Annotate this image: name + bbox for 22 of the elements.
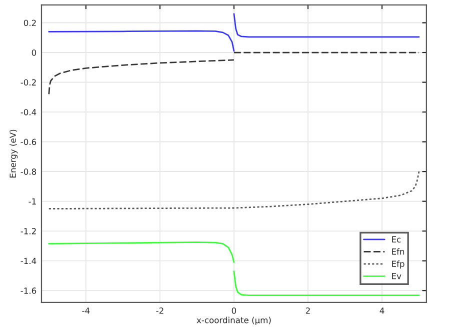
legend-label: Ec [392, 236, 401, 242]
legend-label: Ev [392, 273, 402, 280]
y-tick-label: -1 [28, 198, 36, 204]
legend-label: Efn [392, 248, 404, 255]
y-tick-label: 0.2 [24, 20, 36, 26]
x-tick-label: 4 [380, 308, 384, 314]
y-tick-label: -0.4 [20, 109, 36, 116]
y-tick-label: -1.2 [20, 228, 36, 234]
legend-label: Efp [392, 260, 404, 269]
y-tick-label: -0.6 [20, 138, 36, 146]
x-tick-label: 0 [232, 307, 236, 314]
line-series [48, 170, 420, 210]
x-axis-title: x-coordinate (µm) [196, 316, 271, 325]
x-tick-label: 2 [306, 307, 310, 314]
y-tick-label: -0.8 [20, 168, 36, 175]
y-tick-label: 0 [32, 49, 36, 56]
y-tick-label: -0.2 [20, 79, 36, 86]
x-tick-label: -2 [156, 307, 164, 314]
y-axis-title: Energy (eV) [10, 130, 18, 178]
y-tick-label: -1.4 [20, 258, 36, 264]
y-tick-label: -1.6 [20, 288, 36, 294]
x-tick-label: -4 [82, 308, 90, 314]
